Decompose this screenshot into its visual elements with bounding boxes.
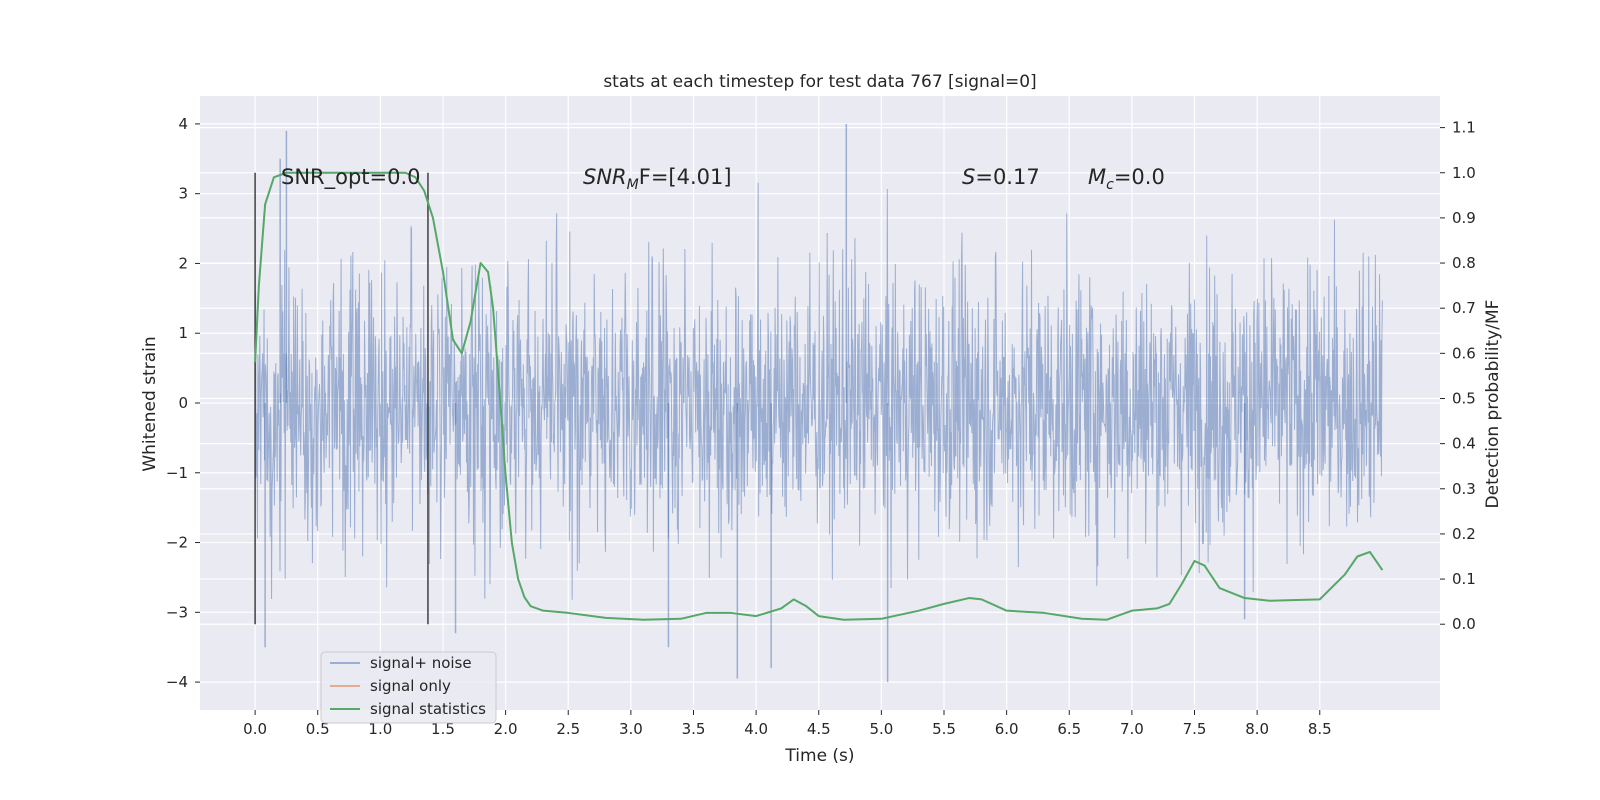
legend-label-signal-plus-noise: signal+ noise: [370, 654, 472, 672]
x-axis-label: Time (s): [784, 746, 854, 766]
y-left-tick-label: −2: [166, 534, 188, 552]
y-axis-left-label: Whitened strain: [140, 336, 160, 471]
y-axis-left-ticks: 4 3 2 1 0 −1 −2 −3 −4: [166, 115, 200, 691]
statistics-line: [254, 171, 1384, 621]
x-tick-label: 1.5: [431, 720, 455, 738]
annotation-s: S=0.17: [962, 165, 1040, 189]
y-right-tick-label: 0.1: [1452, 570, 1476, 588]
annotation-mc-sub: c: [1106, 177, 1114, 193]
annotation-s-tail: =0.17: [975, 165, 1039, 189]
x-tick-label: 5.0: [869, 720, 893, 738]
y-right-tick-label: 0.4: [1452, 435, 1476, 453]
x-tick-label: 7.0: [1120, 720, 1144, 738]
x-tick-label: 0.5: [306, 720, 330, 738]
y-right-tick-label: 0.8: [1452, 254, 1476, 272]
annotation-mc-main: M: [1088, 165, 1106, 189]
y-right-tick-label: 0.7: [1452, 299, 1476, 317]
series-signal-statistics: [254, 171, 1384, 621]
chart-title: stats at each timestep for test data 767…: [603, 72, 1036, 92]
x-tick-label: 2.0: [494, 720, 518, 738]
series-signal-plus-noise: [254, 123, 1383, 683]
y-right-tick-label: 0.3: [1452, 480, 1476, 498]
annotation-mc-tail: =0.0: [1114, 165, 1165, 189]
annotation-snr-mf-main: SNR: [583, 165, 627, 189]
annotation-snr-mf-tail: F=[4.01]: [639, 165, 732, 189]
y-left-tick-label: 1: [178, 324, 188, 342]
y-left-tick-label: −3: [166, 603, 188, 621]
x-tick-label: 4.0: [744, 720, 768, 738]
annotation-mc: Mc=0.0: [1088, 165, 1165, 193]
legend-label-signal-statistics: signal statistics: [370, 700, 486, 718]
x-axis-ticks: 0.0 0.5 1.0 1.5 2.0 2.5 3.0 3.5 4.0 4.5 5.0 5.5 6.0 6…: [243, 710, 1332, 738]
y-left-tick-label: 0: [178, 394, 188, 412]
y-right-tick-label: 0.0: [1452, 615, 1476, 633]
x-tick-label: 8.0: [1245, 720, 1269, 738]
x-tick-label: 4.5: [807, 720, 831, 738]
x-tick-label: 5.5: [932, 720, 956, 738]
x-tick-label: 2.5: [556, 720, 580, 738]
x-tick-label: 1.0: [368, 720, 392, 738]
y-right-tick-label: 0.2: [1452, 525, 1476, 543]
y-right-tick-label: 0.9: [1452, 209, 1476, 227]
y-left-tick-label: −1: [166, 464, 188, 482]
y-left-tick-label: 4: [178, 115, 188, 133]
annotation-snr-mf-sub: M: [627, 177, 639, 193]
y-axis-right-ticks: 1.1 1.0 0.9 0.8 0.7 0.6 0.5 0.4 0.3 0.2 0.1 0.0: [1440, 119, 1476, 633]
x-tick-label: 3.5: [682, 720, 706, 738]
y-right-tick-label: 1.0: [1452, 164, 1476, 182]
x-tick-label: 6.5: [1057, 720, 1081, 738]
x-tick-label: 6.0: [995, 720, 1019, 738]
x-tick-label: 0.0: [243, 720, 267, 738]
legend: signal+ noise signal only signal statist…: [320, 651, 497, 724]
legend-label-signal-only: signal only: [370, 677, 451, 695]
vertical-markers: [254, 172, 429, 625]
x-tick-label: 7.5: [1183, 720, 1207, 738]
y-left-tick-label: 3: [178, 185, 188, 203]
annotation-s-main: S: [962, 165, 975, 189]
y-axis-right-label: Detection probability/MF: [1483, 300, 1503, 509]
y-right-tick-label: 1.1: [1452, 119, 1476, 137]
noise-trace: [254, 182, 1383, 600]
annotation-snr-opt: SNR_opt=0.0: [281, 165, 421, 190]
y-right-tick-label: 0.6: [1452, 344, 1476, 362]
annotation-snr-mf: SNRMF=[4.01]: [583, 165, 732, 193]
legend-box: [320, 651, 497, 724]
x-tick-label: 3.0: [619, 720, 643, 738]
x-tick-label: 8.5: [1308, 720, 1332, 738]
y-left-tick-label: 2: [178, 254, 188, 272]
y-right-tick-label: 0.5: [1452, 389, 1476, 407]
y-left-tick-label: −4: [166, 673, 188, 691]
